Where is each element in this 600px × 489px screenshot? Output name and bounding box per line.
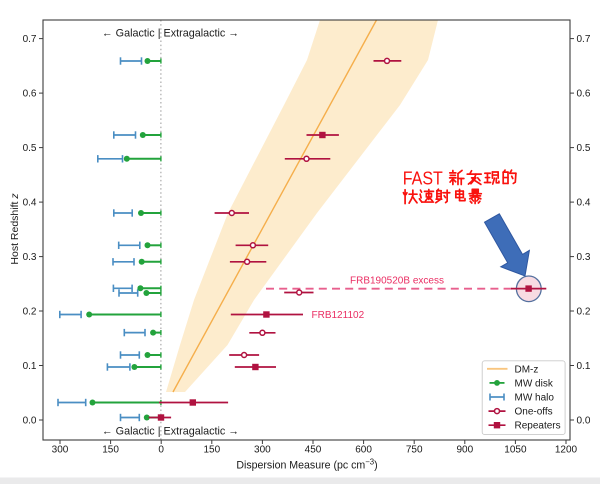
svg-text:0.0: 0.0 (23, 416, 37, 427)
svg-text:Dispersion Measure (pc cm−3): Dispersion Measure (pc cm−3) (236, 458, 377, 472)
svg-text:0.7: 0.7 (577, 34, 591, 45)
svg-text:300: 300 (254, 445, 271, 456)
svg-text:0.6: 0.6 (577, 89, 591, 100)
svg-text:0.0: 0.0 (577, 416, 591, 427)
svg-text:0: 0 (158, 445, 164, 456)
svg-text:0.5: 0.5 (23, 143, 37, 154)
svg-text:1050: 1050 (504, 445, 527, 456)
svg-text:← Galactic | Extragalactic →: ← Galactic | Extragalactic → (102, 28, 239, 40)
svg-text:1200: 1200 (555, 445, 578, 456)
svg-text:150: 150 (203, 445, 220, 456)
svg-text:0.3: 0.3 (23, 252, 37, 263)
svg-text:0.4: 0.4 (577, 198, 591, 209)
svg-text:450: 450 (305, 445, 322, 456)
svg-text:DM-z: DM-z (515, 364, 539, 375)
svg-text:← Galactic | Extragalactic →: ← Galactic | Extragalactic → (102, 426, 239, 438)
svg-text:MW halo: MW halo (515, 393, 555, 404)
svg-text:0.2: 0.2 (577, 307, 591, 318)
svg-text:FRB190520B excess: FRB190520B excess (350, 276, 444, 287)
svg-text:750: 750 (406, 445, 423, 456)
svg-text:Host Redshift z: Host Redshift z (9, 193, 21, 265)
svg-text:150: 150 (102, 445, 119, 456)
svg-text:0.5: 0.5 (577, 143, 591, 154)
svg-text:0.1: 0.1 (577, 361, 591, 372)
svg-text:FAST: FAST (403, 168, 443, 189)
svg-text:900: 900 (456, 445, 473, 456)
svg-text:300: 300 (52, 445, 69, 456)
svg-text:0.7: 0.7 (23, 34, 37, 45)
svg-text:0.2: 0.2 (23, 307, 37, 318)
svg-text:0.3: 0.3 (577, 252, 591, 263)
svg-text:One-offs: One-offs (515, 407, 553, 418)
svg-text:FRB121102: FRB121102 (312, 310, 365, 321)
svg-text:Repeaters: Repeaters (515, 421, 561, 432)
svg-text:600: 600 (355, 445, 372, 456)
svg-text:MW disk: MW disk (515, 378, 554, 389)
svg-text:0.4: 0.4 (23, 198, 37, 209)
svg-text:0.1: 0.1 (23, 361, 37, 372)
svg-text:0.6: 0.6 (23, 89, 37, 100)
